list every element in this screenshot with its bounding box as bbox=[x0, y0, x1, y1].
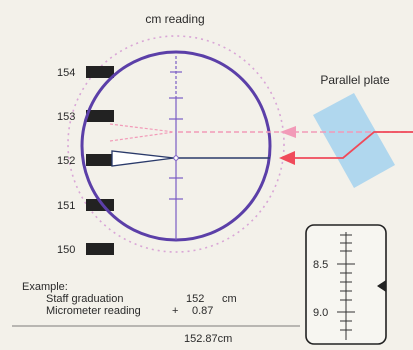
staff-label-152: 152 bbox=[57, 155, 75, 167]
reticle-wedge bbox=[111, 150, 175, 167]
diagram-title: cm reading bbox=[145, 12, 204, 26]
reticle-stadia-ticks bbox=[169, 71, 183, 200]
example-heading: Example: bbox=[22, 281, 68, 293]
example-row-staff: Staff graduation bbox=[46, 293, 123, 305]
staff-block-152 bbox=[86, 154, 114, 166]
example-result: 152.87cm bbox=[184, 333, 233, 345]
example-row-micrometer-op: + bbox=[172, 305, 179, 317]
staff-block-154 bbox=[86, 66, 114, 78]
example-row-label: Staff graduation bbox=[46, 293, 124, 305]
staff-block-150 bbox=[86, 243, 114, 255]
staff-label-154: 154 bbox=[57, 67, 75, 79]
staff-blocks bbox=[86, 66, 114, 255]
refracted-beam-arrowhead bbox=[279, 151, 295, 165]
example-row-label: Micrometer reading bbox=[46, 305, 141, 317]
example-row-micrometer-value: 0.87 bbox=[192, 305, 214, 317]
dashed-beam-arrowhead bbox=[280, 126, 296, 138]
dashed-wedge bbox=[109, 123, 175, 142]
example-row-staff-unit: cm bbox=[222, 293, 237, 305]
staff-label-151: 151 bbox=[57, 200, 75, 212]
micrometer-scale bbox=[337, 232, 355, 340]
micrometer-label-8-5: 8.5 bbox=[313, 259, 328, 271]
reticle-centre bbox=[173, 155, 179, 161]
parallel-plate-label: Parallel plate bbox=[320, 73, 390, 87]
staff-block-153 bbox=[86, 110, 114, 122]
dotted-field-circle bbox=[67, 35, 285, 253]
staff-graduation-labels: 154 153 152 151 150 bbox=[57, 67, 75, 256]
staff-label-153: 153 bbox=[57, 111, 75, 123]
example-row-micrometer: Micrometer reading bbox=[46, 305, 141, 317]
parallel-plate bbox=[313, 93, 395, 188]
micrometer-index-pointer bbox=[377, 280, 386, 292]
staff-label-150: 150 bbox=[57, 244, 75, 256]
refracted-beam bbox=[292, 131, 413, 159]
example-row-staff-value: 152 bbox=[186, 293, 205, 305]
micrometer-label-9-0: 9.0 bbox=[313, 307, 328, 319]
